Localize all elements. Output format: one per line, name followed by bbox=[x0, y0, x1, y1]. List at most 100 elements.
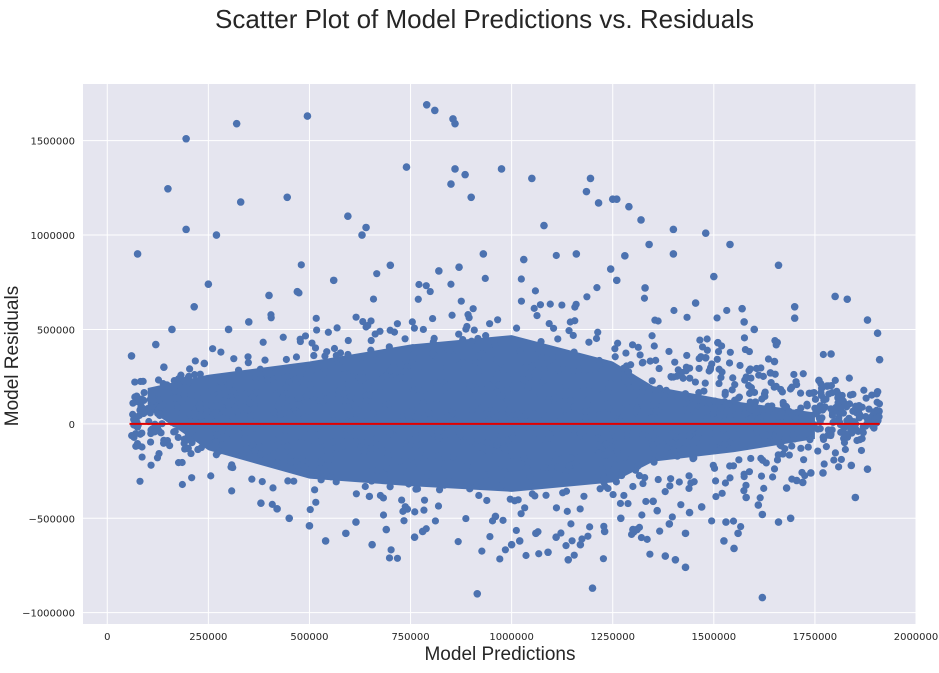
scatter-point bbox=[602, 440, 610, 448]
scatter-point bbox=[648, 332, 656, 340]
scatter-point bbox=[456, 430, 464, 439]
scatter-point bbox=[566, 423, 574, 431]
scatter-point bbox=[706, 429, 715, 438]
scatter-point bbox=[197, 443, 205, 452]
scatter-point bbox=[554, 335, 562, 343]
scatter-point bbox=[769, 473, 777, 481]
scatter-point bbox=[828, 389, 836, 397]
scatter-point bbox=[546, 300, 554, 308]
scatter-point bbox=[585, 338, 593, 346]
scatter-point bbox=[505, 375, 513, 384]
scatter-point bbox=[817, 392, 826, 400]
scatter-point bbox=[578, 388, 586, 396]
scatter-point bbox=[633, 405, 641, 413]
scatter-point bbox=[521, 504, 529, 512]
scatter-point bbox=[770, 465, 779, 473]
dense-point-cloud bbox=[128, 251, 884, 563]
scatter-point bbox=[188, 427, 196, 436]
scatter-point bbox=[405, 480, 413, 488]
scatter-point bbox=[554, 353, 562, 361]
scatter-point bbox=[362, 397, 370, 405]
scatter-point bbox=[670, 306, 678, 315]
scatter-point bbox=[467, 444, 475, 452]
scatter-point bbox=[422, 451, 431, 459]
scatter-point bbox=[624, 368, 633, 376]
scatter-point bbox=[359, 452, 367, 460]
scatter-point bbox=[602, 458, 611, 466]
scatter-point bbox=[740, 487, 748, 495]
scatter-point bbox=[165, 415, 173, 423]
scatter-point bbox=[491, 341, 499, 349]
data-point bbox=[435, 267, 443, 275]
scatter-point bbox=[159, 401, 167, 409]
scatter-point bbox=[216, 423, 225, 432]
scatter-point bbox=[459, 335, 467, 344]
scatter-point bbox=[629, 414, 637, 423]
data-point bbox=[730, 544, 738, 553]
scatter-point bbox=[646, 357, 654, 365]
scatter-point bbox=[703, 335, 711, 343]
scatter-point bbox=[429, 341, 437, 349]
scatter-point bbox=[218, 441, 227, 449]
scatter-point bbox=[217, 348, 225, 356]
data-point bbox=[710, 272, 718, 281]
scatter-point bbox=[508, 451, 516, 459]
scatter-point bbox=[873, 398, 881, 406]
scatter-point bbox=[194, 394, 202, 402]
scatter-point bbox=[731, 381, 739, 389]
scatter-point bbox=[339, 442, 347, 450]
scatter-point bbox=[257, 450, 265, 459]
scatter-point bbox=[798, 417, 806, 425]
scatter-point bbox=[531, 492, 539, 500]
scatter-point bbox=[718, 489, 726, 497]
scatter-point bbox=[493, 388, 501, 396]
scatter-point bbox=[420, 386, 428, 394]
scatter-point bbox=[674, 392, 682, 401]
data-point bbox=[792, 476, 801, 485]
scatter-point bbox=[650, 342, 658, 350]
scatter-point bbox=[735, 456, 743, 464]
scatter-point bbox=[562, 382, 570, 390]
scatter-point bbox=[440, 431, 449, 440]
data-point bbox=[750, 325, 759, 334]
data-point bbox=[843, 295, 852, 304]
scatter-point bbox=[563, 507, 571, 515]
scatter-point bbox=[624, 378, 632, 386]
scatter-point bbox=[439, 465, 447, 474]
scatter-point bbox=[246, 399, 254, 407]
scatter-point bbox=[130, 415, 138, 424]
scatter-point bbox=[772, 382, 780, 390]
scatter-point bbox=[668, 439, 676, 447]
scatter-point bbox=[156, 410, 164, 418]
data-point bbox=[491, 512, 500, 521]
scatter-point bbox=[216, 377, 224, 385]
scatter-point bbox=[287, 452, 295, 460]
scatter-point bbox=[420, 496, 429, 504]
scatter-point bbox=[409, 344, 417, 352]
scatter-point bbox=[690, 478, 698, 486]
scatter-point bbox=[578, 461, 587, 469]
scatter-point bbox=[458, 404, 466, 412]
scatter-point bbox=[740, 334, 749, 342]
scatter-point bbox=[258, 477, 266, 486]
scatter-point bbox=[647, 414, 656, 422]
scatter-point bbox=[606, 379, 615, 388]
scatter-point bbox=[352, 395, 360, 403]
scatter-point bbox=[435, 486, 444, 494]
scatter-point bbox=[777, 442, 785, 450]
scatter-point bbox=[387, 546, 395, 554]
scatter-point bbox=[598, 465, 606, 473]
scatter-point bbox=[816, 425, 824, 433]
scatter-point bbox=[138, 443, 146, 451]
scatter-point bbox=[455, 330, 463, 338]
scatter-point bbox=[583, 293, 591, 301]
scatter-point bbox=[213, 431, 221, 439]
scatter-point bbox=[312, 314, 320, 322]
scatter-point bbox=[838, 391, 846, 400]
scatter-point bbox=[752, 364, 761, 373]
scatter-point bbox=[422, 282, 430, 290]
scatter-point bbox=[412, 485, 420, 493]
scatter-point bbox=[130, 433, 138, 441]
scatter-point bbox=[196, 412, 204, 421]
